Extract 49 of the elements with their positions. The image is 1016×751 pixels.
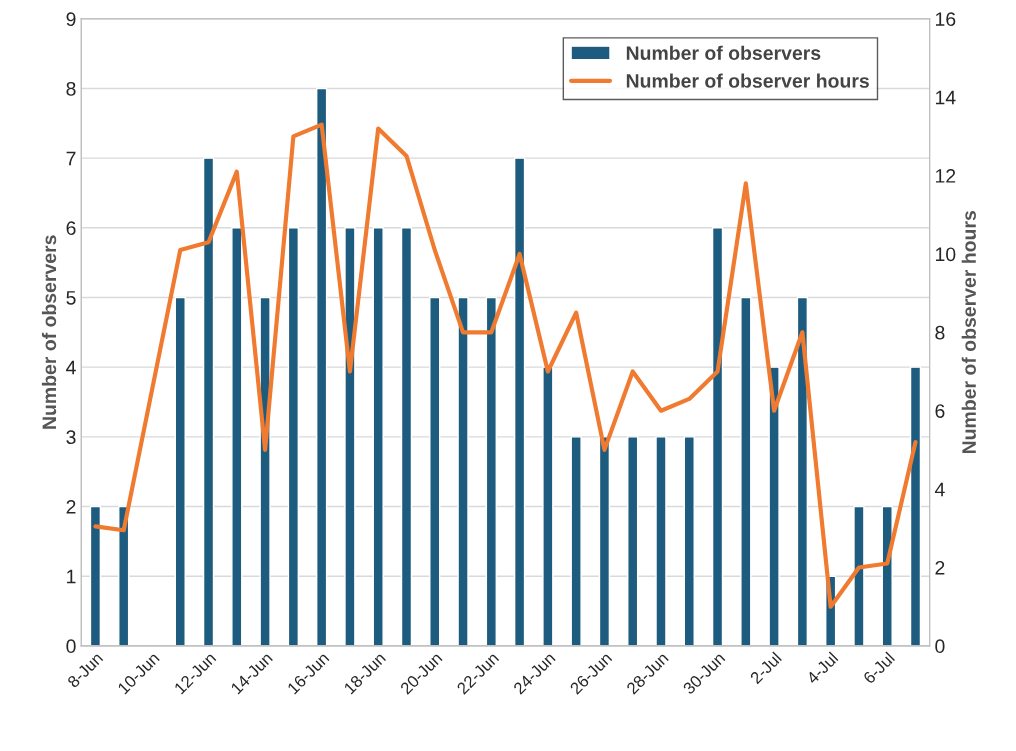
y-tick-label: 1: [67, 569, 76, 584]
y2-tick-label: 16: [935, 12, 956, 27]
y-axis-title: Number of observers: [41, 235, 57, 429]
y2-tick-label: 14: [935, 90, 956, 105]
legend-label: Number of observer hours: [626, 73, 869, 88]
line-series: [93, 122, 918, 609]
bar: [372, 227, 384, 646]
bar: [316, 87, 328, 646]
bar: [89, 505, 102, 646]
bar: [542, 366, 554, 646]
y-tick-label: 5: [66, 291, 76, 305]
bar: [202, 157, 215, 646]
y-tick-label: 6: [66, 221, 76, 236]
bar: [655, 436, 667, 646]
y-tick-label: 3: [66, 430, 76, 445]
y2-tick-label: 8: [935, 325, 945, 340]
y2-tick-label: 4: [934, 482, 945, 497]
bar: [513, 157, 526, 646]
bar: [457, 296, 469, 646]
y-tick-label: 7: [66, 151, 76, 166]
bar: [598, 436, 611, 646]
y2-axis-title: Number of observer hours: [961, 211, 976, 454]
bar: [485, 296, 497, 646]
bar: [909, 366, 922, 646]
bar: [400, 227, 413, 646]
bar: [287, 227, 300, 646]
bar: [796, 296, 809, 646]
bar: [853, 505, 865, 646]
y2-tick-label: 6: [935, 404, 945, 418]
bar: [570, 436, 582, 646]
y2-tick-label: 0: [935, 639, 945, 654]
legend-label: Number of observers: [626, 45, 821, 60]
bar: [711, 227, 724, 646]
y-tick-label: 8: [66, 81, 76, 96]
bar: [768, 366, 780, 646]
bar: [627, 436, 639, 646]
bar: [344, 227, 356, 646]
bar: [231, 227, 243, 646]
y-tick-label: 4: [66, 360, 76, 375]
y-tick-label: 2: [66, 499, 76, 514]
y-tick-label: 9: [66, 12, 76, 27]
y-tick-label: 0: [66, 639, 76, 654]
bar: [174, 296, 186, 646]
bar: [740, 296, 752, 646]
bar: [429, 296, 441, 646]
y2-tick-label: 12: [935, 169, 956, 183]
y2-tick-label: 10: [935, 247, 956, 262]
y2-tick-label: 2: [935, 560, 945, 575]
bar: [683, 436, 695, 646]
